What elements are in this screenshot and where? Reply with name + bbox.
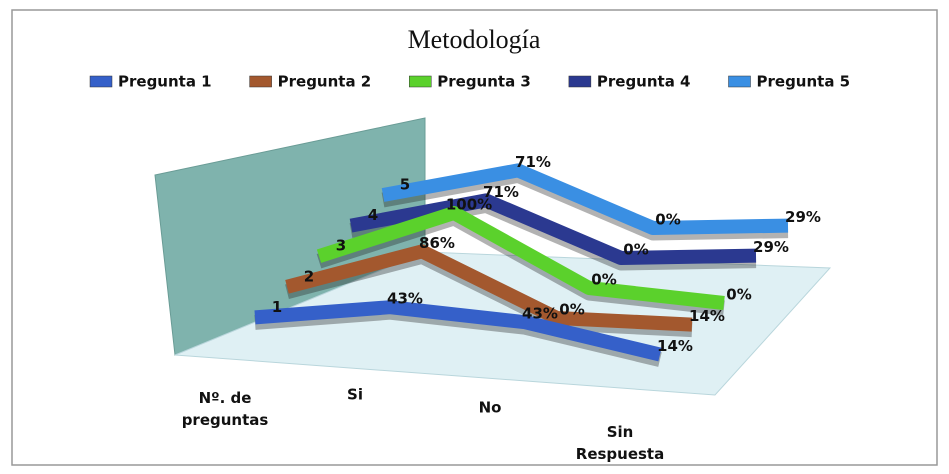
legend-swatch bbox=[249, 75, 272, 88]
data-label: 100% bbox=[446, 196, 492, 214]
data-label: 0% bbox=[591, 271, 616, 289]
data-label: 0% bbox=[655, 211, 680, 229]
legend-label: Pregunta 5 bbox=[757, 73, 851, 91]
data-label: 3 bbox=[336, 237, 346, 255]
data-label: 0% bbox=[623, 241, 648, 259]
x-tick-label: Nº. de preguntas bbox=[182, 389, 269, 429]
data-label: 29% bbox=[785, 208, 821, 226]
x-tick-label: No bbox=[479, 399, 502, 417]
data-label: 86% bbox=[419, 234, 455, 252]
legend-label: Pregunta 3 bbox=[437, 73, 531, 91]
ribbon bbox=[285, 244, 693, 332]
data-label: 4 bbox=[368, 206, 378, 224]
data-label: 71% bbox=[483, 183, 519, 201]
data-label: 0% bbox=[726, 286, 751, 304]
ribbon bbox=[381, 163, 789, 235]
legend-label: Pregunta 4 bbox=[597, 73, 691, 91]
chart-title: Metodología bbox=[408, 25, 541, 54]
data-label: 43% bbox=[387, 290, 423, 308]
legend-swatch bbox=[409, 75, 432, 88]
data-label: 71% bbox=[515, 153, 551, 171]
ribbon bbox=[254, 300, 662, 362]
legend-swatch bbox=[728, 75, 751, 88]
x-tick-label: Sin Respuesta bbox=[576, 423, 664, 463]
legend-swatch bbox=[568, 75, 592, 88]
ribbon bbox=[316, 206, 725, 310]
data-label: 1 bbox=[272, 298, 282, 316]
data-label: 43% bbox=[522, 305, 558, 323]
data-label: 14% bbox=[657, 337, 693, 355]
legend-label: Pregunta 2 bbox=[278, 73, 372, 91]
x-tick-label: Si bbox=[347, 386, 363, 404]
data-label: 0% bbox=[559, 301, 584, 319]
legend-swatch bbox=[89, 75, 113, 88]
legend-label: Pregunta 1 bbox=[118, 73, 212, 91]
ribbon bbox=[349, 193, 757, 265]
data-label: 2 bbox=[304, 267, 314, 285]
data-label: 29% bbox=[753, 238, 789, 256]
data-label: 14% bbox=[689, 307, 725, 325]
data-label: 5 bbox=[400, 176, 410, 194]
